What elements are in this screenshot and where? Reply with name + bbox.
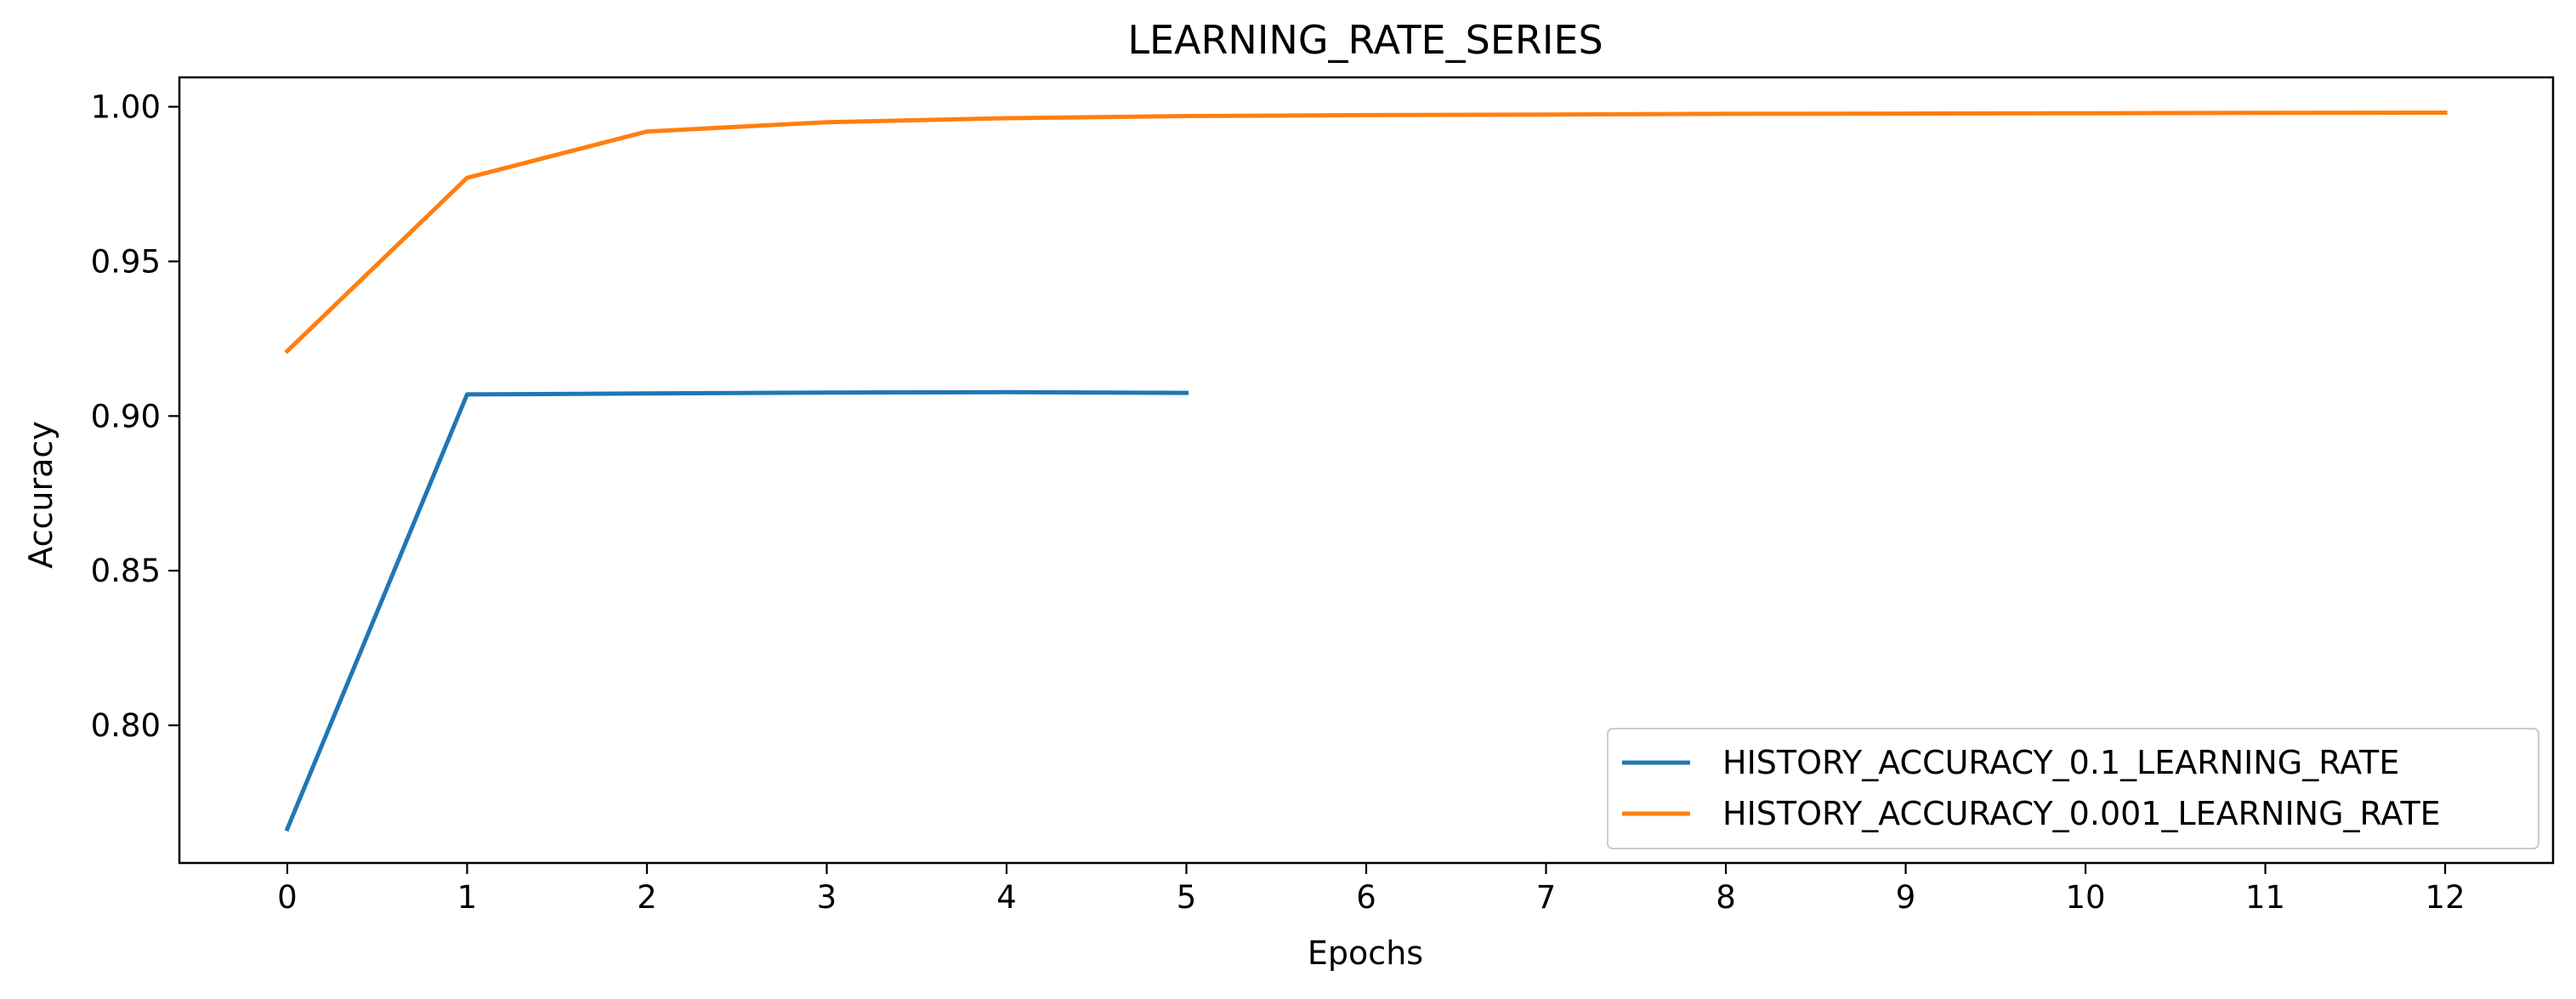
y-axis: 0.80 0.85 0.90 0.95 1.00 xyxy=(91,89,179,744)
series-line-2 xyxy=(284,110,2448,355)
y-tick-label: 0.80 xyxy=(91,707,161,744)
series-line-1 xyxy=(284,389,1189,832)
x-tick-label: 9 xyxy=(1896,879,1916,916)
x-tick-label: 6 xyxy=(1356,879,1376,916)
x-tick-label: 2 xyxy=(637,879,657,916)
legend-label-series-2: HISTORY_ACCURACY_0.001_LEARNING_RATE xyxy=(1722,795,2441,832)
series-layer xyxy=(284,110,2448,832)
y-tick-label: 1.00 xyxy=(91,89,161,126)
x-tick-label: 11 xyxy=(2245,879,2285,916)
y-tick-label: 0.90 xyxy=(91,398,161,434)
legend-box xyxy=(1607,728,2539,849)
x-tick-label: 0 xyxy=(277,879,298,916)
x-tick-label: 4 xyxy=(996,879,1017,916)
chart-title: LEARNING_RATE_SERIES xyxy=(1127,17,1603,63)
x-tick-label: 3 xyxy=(817,879,837,916)
x-tick-label: 7 xyxy=(1536,879,1557,916)
legend-label-series-1: HISTORY_ACCURACY_0.1_LEARNING_RATE xyxy=(1722,744,2399,781)
y-tick-label: 0.85 xyxy=(91,553,161,589)
x-tick-label: 8 xyxy=(1716,879,1736,916)
x-tick-label: 12 xyxy=(2426,879,2465,916)
x-tick-label: 1 xyxy=(457,879,478,916)
x-tick-label: 5 xyxy=(1177,879,1197,916)
legend: HISTORY_ACCURACY_0.1_LEARNING_RATE HISTO… xyxy=(1607,728,2539,849)
x-axis-label: Epochs xyxy=(1308,934,1423,972)
y-tick-label: 0.95 xyxy=(91,243,161,280)
y-axis-label: Accuracy xyxy=(22,421,60,569)
x-tick-label: 10 xyxy=(2066,879,2106,916)
x-axis: 0 1 2 3 4 5 6 7 8 9 10 11 12 xyxy=(277,863,2465,916)
